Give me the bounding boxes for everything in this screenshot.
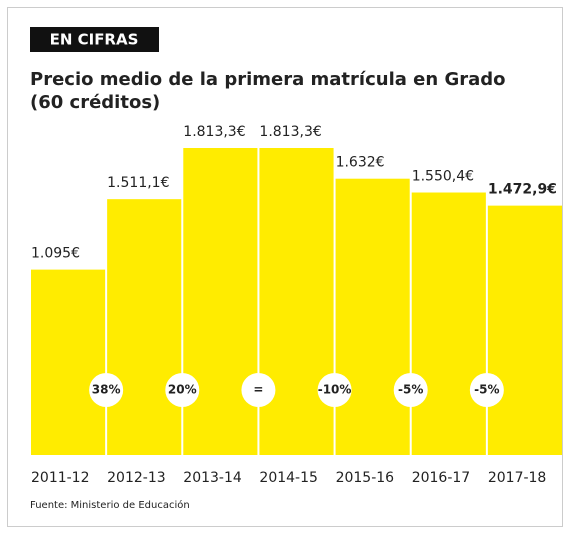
chart-title: Precio medio de la primera matrícula en … xyxy=(30,69,506,90)
bar xyxy=(107,199,182,455)
change-circle xyxy=(317,373,352,407)
value-label: 1.472,9€ xyxy=(488,182,557,198)
change-circle xyxy=(165,373,200,407)
source: Fuente: Ministerio de Educación xyxy=(30,499,190,511)
bar xyxy=(335,178,410,455)
x-tick-label: 2011-12 xyxy=(31,470,90,486)
change-label: -5% xyxy=(474,383,499,397)
change-label: -5% xyxy=(398,383,423,397)
x-tick-label: 2012-13 xyxy=(107,470,165,486)
x-tick-label: 2013-14 xyxy=(183,470,242,486)
value-label: 1.095€ xyxy=(31,246,80,262)
change-circle xyxy=(89,373,124,407)
bar xyxy=(487,205,562,455)
change-label: 20% xyxy=(168,383,197,397)
change-label: 38% xyxy=(92,383,121,397)
change-circle xyxy=(469,373,504,407)
x-tick-label: 2017-18 xyxy=(488,470,547,486)
bar xyxy=(183,148,258,455)
tag-box xyxy=(30,27,159,52)
frame xyxy=(7,7,563,527)
x-tick-label: 2016-17 xyxy=(412,470,471,486)
x-tick-label: 2014-15 xyxy=(259,470,318,486)
tag: EN CIFRAS xyxy=(50,31,139,49)
x-tick-label: 2015-16 xyxy=(336,470,395,486)
bar xyxy=(31,269,106,455)
value-label: 1.813,3€ xyxy=(259,124,321,140)
change-label: = xyxy=(253,383,263,397)
value-label: 1.511,1€ xyxy=(107,175,169,191)
value-label: 1.813,3€ xyxy=(183,124,245,140)
bar xyxy=(259,148,334,455)
value-label: 1.550,4€ xyxy=(412,169,474,185)
change-circle xyxy=(241,373,276,407)
change-label: -10% xyxy=(318,383,352,397)
chart-subtitle: (60 créditos) xyxy=(30,92,160,113)
value-label: 1.632€ xyxy=(336,155,385,171)
bar xyxy=(411,192,486,455)
change-circle xyxy=(393,373,428,407)
